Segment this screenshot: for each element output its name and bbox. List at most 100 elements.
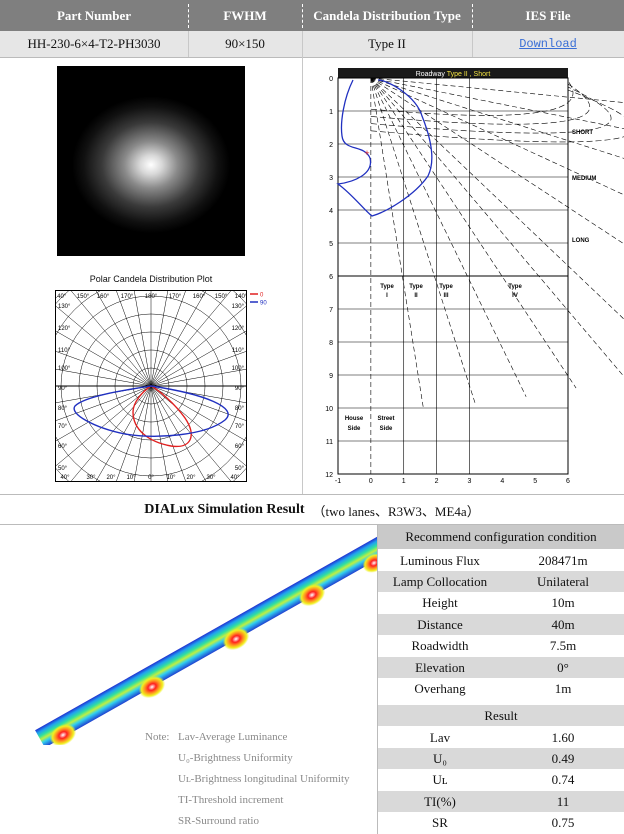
polar-angle-label: 100° [58,366,71,372]
roadway-y-tick: 9 [329,373,333,380]
roadway-ray [370,77,624,159]
polar-plot-title: Polar Candela Distribution Plot [89,274,213,284]
roadway-y-tick: 7 [329,307,333,314]
config-row-value: 1.60 [551,729,575,745]
header-candela-type: Candela Distribution Type [302,0,472,31]
roadway-center-mark: + [364,148,369,158]
config-row: Roadwidth 7.5m [378,635,624,657]
roadway-y-tick: 0 [329,76,333,83]
polar-angle-label: 130° [58,304,71,310]
roadway-plot: Roadway Type II , Short + 0 12 3 4 5 6 7 8 9 10 11… [325,68,624,485]
config-row-label: Uʟ [432,772,448,788]
roadway-y-tick: 6 [329,274,333,281]
config-row: Uʟ 0.74 [378,769,624,791]
candela-type-value: Type II [368,36,406,51]
roadway-x-tick: -1 [335,478,341,485]
polar-angle-label: 60° [58,444,68,450]
config-row: U₀ 0.49 [378,748,624,770]
polar-angle-label: 110° [58,348,71,354]
polar-angle-label: 40° [230,475,240,481]
polar-angle-label: 20° [186,475,196,481]
ies-download-link[interactable]: Download [519,37,577,51]
config-row-label: Luminous Flux [400,552,480,568]
roadway-arc [370,83,590,125]
roadway-ray [370,77,527,397]
config-row-label: Overhang [414,680,466,696]
config-row-label: Distance [417,616,463,632]
note-prefix: Note: [145,731,170,743]
roadway-type-label: Type [508,284,522,290]
roadway-x-tick: 5 [533,478,537,485]
polar-angle-label: 30° [86,475,96,481]
polar-angle-label: 150° [77,294,90,300]
dialux-subtitle: （two lanes、R3W3、ME4a） [312,503,480,519]
config-row-value: 0.49 [551,750,575,766]
hotspot-5 [362,553,378,573]
beam-photo [57,66,245,256]
config-row-value: Unilateral [537,573,589,589]
config-row: Luminous Flux 208471m [378,550,624,571]
roadway-y-tick: 10 [325,406,333,413]
note-line-3: Uʟ-Brightness longitudinal Uniformity [178,773,350,785]
legend-label-90: 90 [260,301,267,307]
config-row-label: Elevation [415,659,465,675]
config-row-label: Height [422,595,458,611]
config-row-label: Lamp Collocation [392,573,488,589]
hotspot-2 [138,675,166,699]
roadway-x-tick: 6 [566,478,570,485]
polar-angle-label: 170° [121,294,134,300]
roadway-type-label: Type [380,284,394,290]
hotspot-3 [222,627,250,651]
roadway-x-tick: 2 [435,478,439,485]
roadway-ray [370,77,624,378]
config-row-label: Lav [429,729,451,745]
roadway-y-tick: 4 [329,208,333,215]
roadway-title-prefix: Roadway [416,71,446,78]
roadway-arc [370,80,574,116]
polar-angle-label: 150° [215,294,228,300]
roadway-arc [370,89,624,143]
roadway-side-label: House [345,416,364,422]
polar-angle-label: 120° [58,326,71,332]
config-row-value: 7.5m [549,638,577,654]
roadway-iso-curve [336,79,433,217]
roadway-type-label: II [414,293,418,299]
svg-text:Roadway Type II , Shor: Roadway Type II , Short [416,71,491,78]
polar-angle-label: 60° [235,444,245,450]
polar-angle-label: 180° [145,294,158,300]
polar-angle-label: 110° [232,348,245,354]
roadway-ray [370,77,624,196]
roadway-title-type: Type II [447,71,468,78]
legend-label-0: 0 [260,293,264,299]
polar-angle-label: 120° [232,326,245,332]
roadway-ray [370,77,624,245]
polar-legend: 0 90 [250,293,267,307]
polar-curve-0 [132,385,192,448]
hotspot-4 [298,583,326,607]
config-row-value: 1m [554,680,572,696]
roadway-y-tick: 2 [329,142,333,149]
roadway-type-label: III [443,293,448,299]
header-fwhm: FWHM [188,0,302,31]
config-row: Distance 40m [378,614,624,636]
polar-angle-label: 170° [169,294,182,300]
polar-angle-label: 140° [55,294,67,300]
polar-angle-label: 70° [58,424,68,430]
config-row-value: 208471m [538,552,588,568]
roadway-y-tick: 12 [325,472,333,479]
roadway-y-tick: 3 [329,175,333,182]
dialux-title: DIALux Simulation Result [144,502,305,517]
roadway-type-label: Type [439,284,453,290]
config-row-label: TI(%) [424,793,456,809]
fwhm-value: 90×150 [225,36,265,51]
roadway-y-tick: 11 [326,439,333,446]
roadway-y-tick: 8 [329,340,333,347]
header-part-number: Part Number [0,0,188,31]
polar-angle-label: 10° [166,475,176,481]
roadway-ray [370,77,624,320]
config-row-value: 0.74 [551,772,575,788]
config-row: Height 10m [378,592,624,614]
polar-angle-label: 50° [58,466,68,472]
config-row: Elevation 0° [378,657,624,678]
polar-curve-90 [73,385,229,437]
